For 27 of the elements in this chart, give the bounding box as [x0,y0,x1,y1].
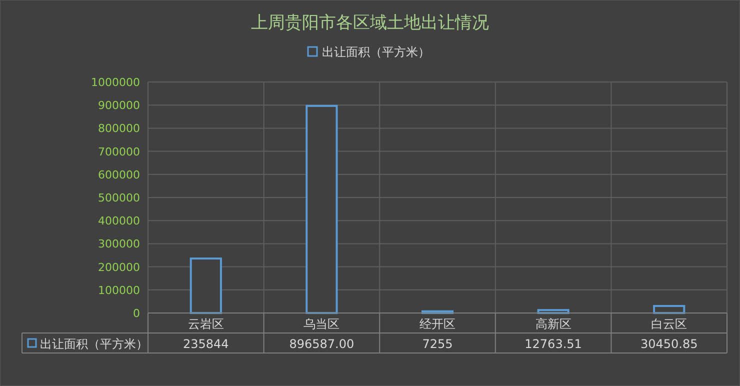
y-tick-label: 100000 [98,284,140,297]
y-tick-label: 700000 [98,145,140,158]
data-label: 30450.85 [640,337,698,351]
data-label: 12763.51 [524,337,582,351]
x-tick-label: 云岩区 [188,317,224,331]
x-tick-label: 高新区 [535,317,572,331]
y-tick-label: 300000 [98,238,140,251]
data-label: 896587.00 [289,337,354,351]
y-tick-label: 500000 [98,192,140,204]
x-tick-label: 乌当区 [304,317,340,331]
y-tick-label: 800000 [98,122,140,136]
text: 出让面积（平方米） [40,337,148,351]
y-tick-label: 0 [133,307,140,320]
y-tick-label: 200000 [98,260,140,274]
x-tick-label: 经开区 [420,317,456,331]
y-tick-label: 400000 [98,214,140,228]
y-tick-label: 1000000 [91,76,140,89]
data-label: 7255 [422,337,453,351]
x-tick-label: 白云区 [651,317,688,331]
y-tick-label: 600000 [98,168,140,182]
bar [653,304,686,314]
data-label: 235844 [182,337,229,351]
legend: 出让面积（平方米） [307,45,430,59]
bar [306,104,338,314]
y-tick-label: 900000 [98,99,140,112]
bar [190,258,222,314]
chart-title: 上周贵阳市各区域土地出让情况 [251,13,489,33]
